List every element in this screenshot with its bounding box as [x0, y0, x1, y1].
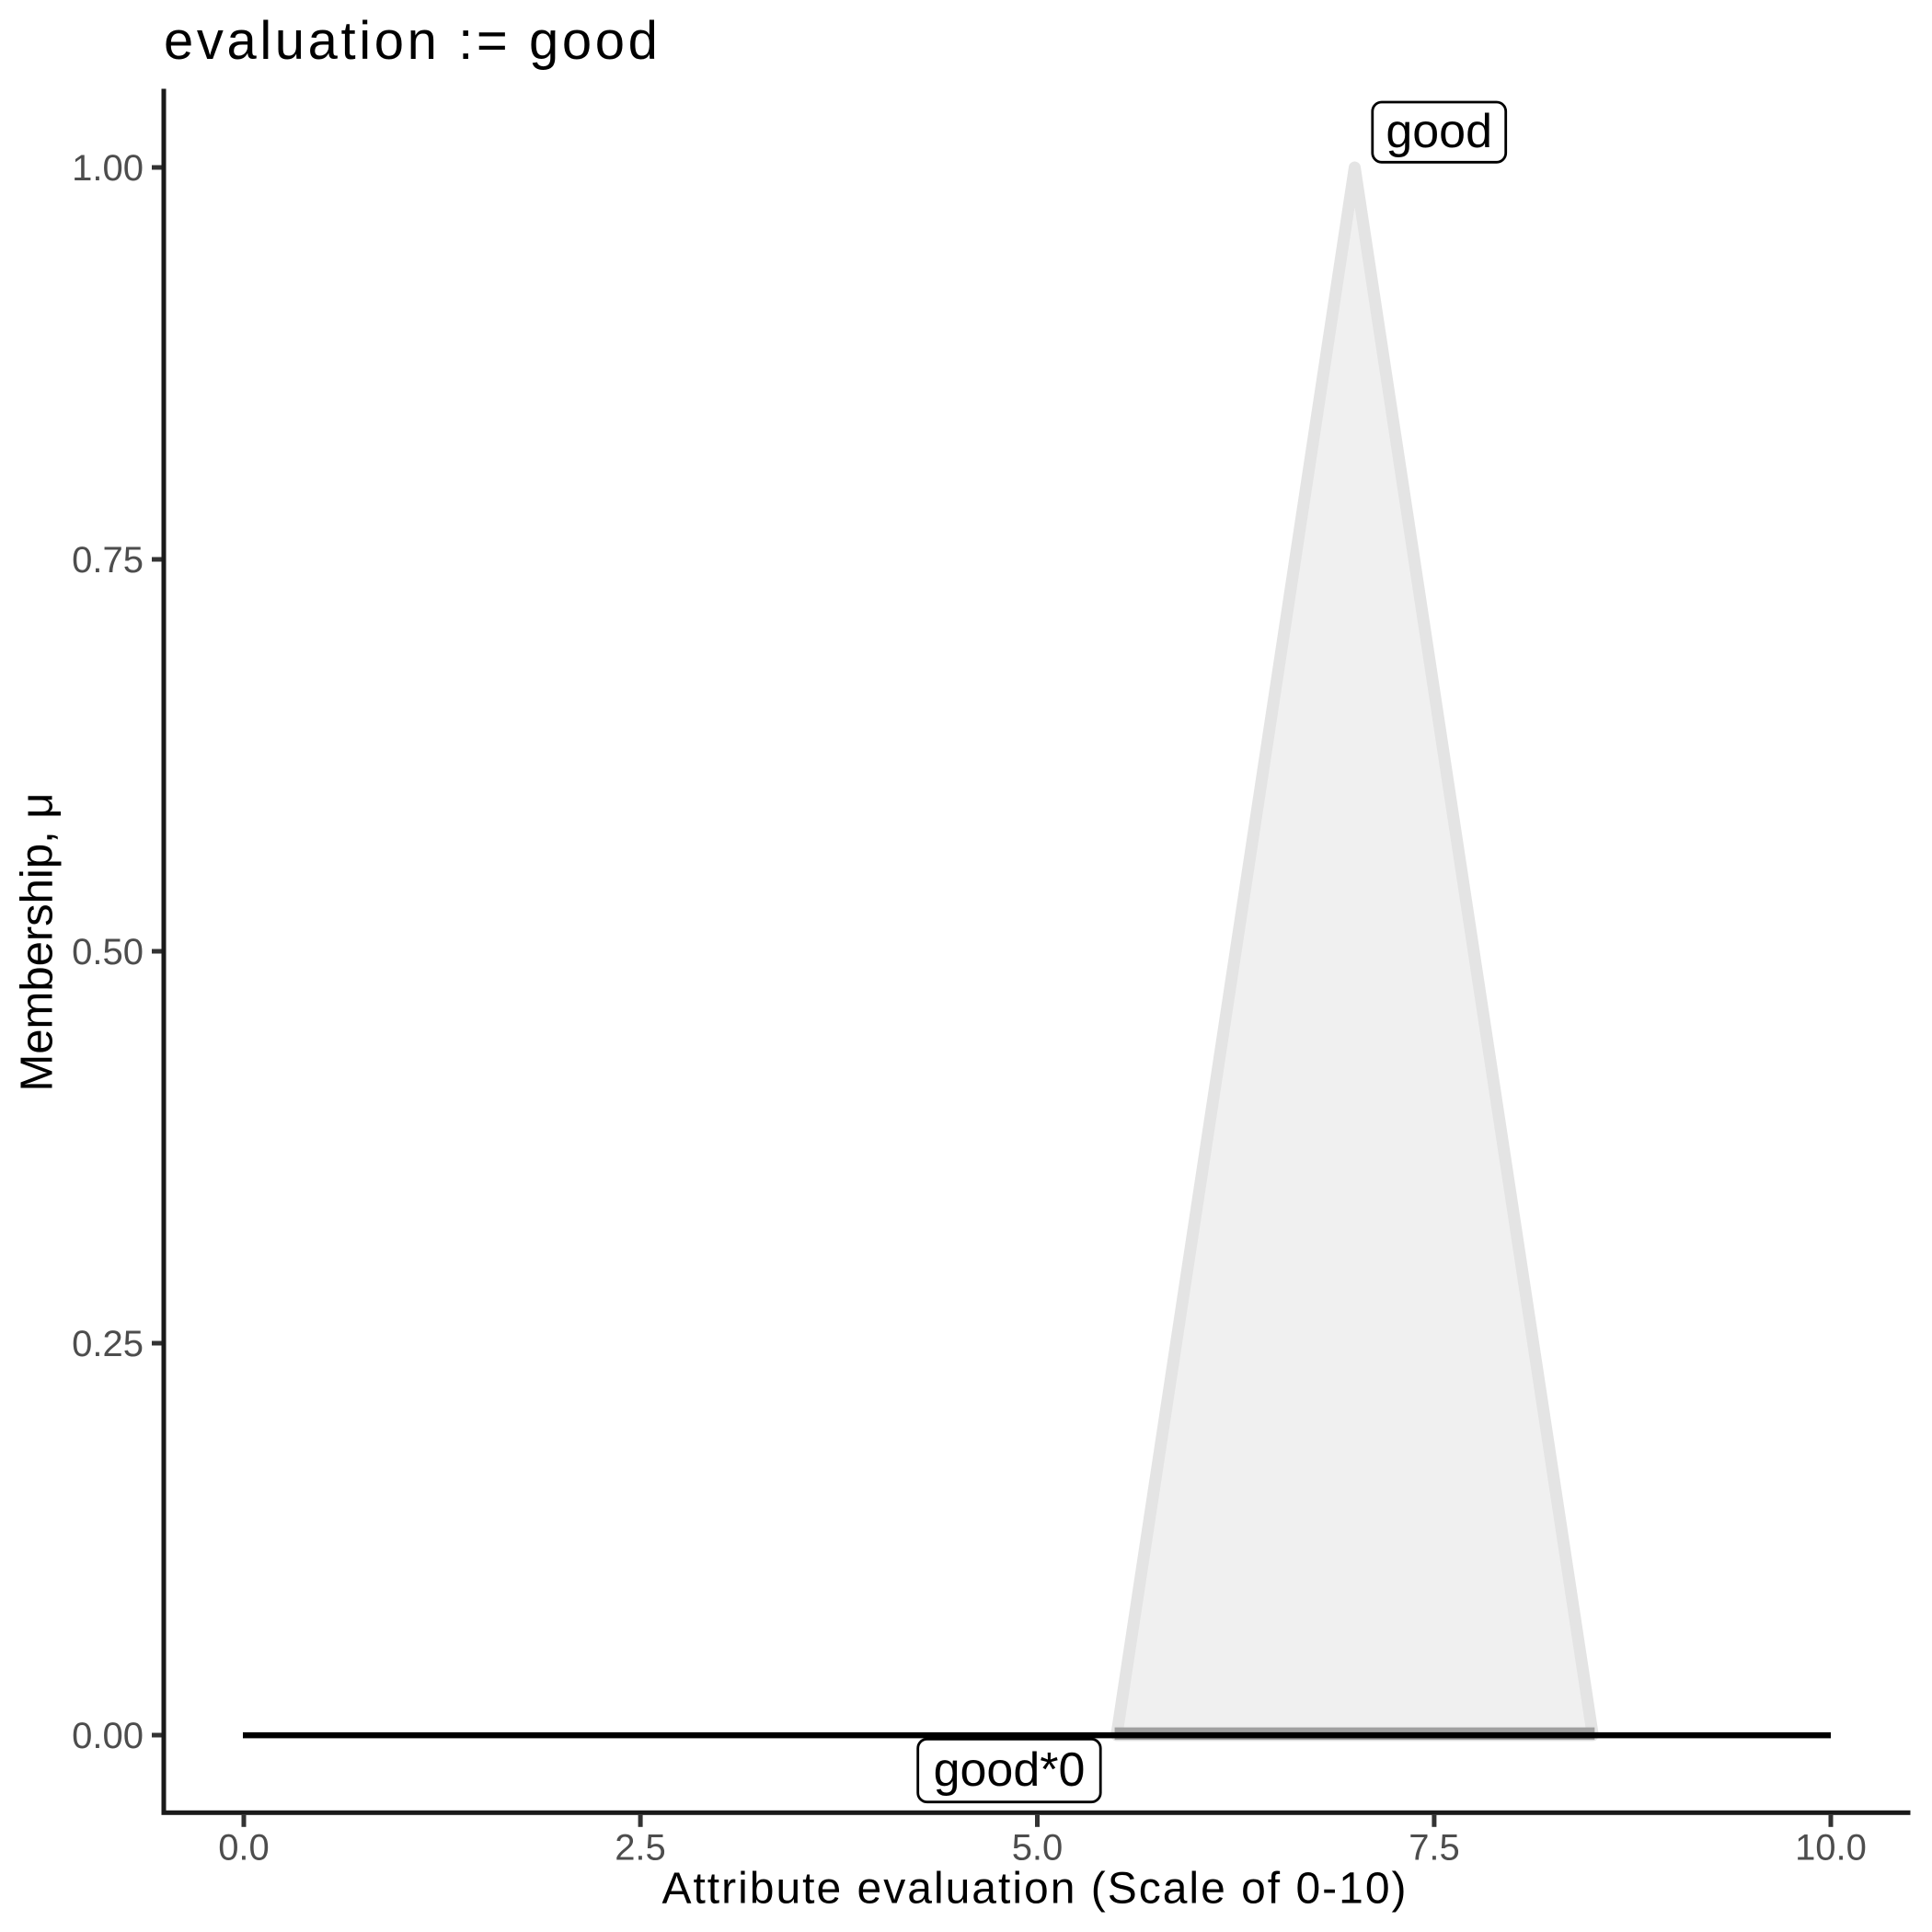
svg-text:0.75: 0.75: [72, 540, 144, 581]
svg-text:5.0: 5.0: [1012, 1828, 1064, 1869]
svg-text:evaluation := good: evaluation := good: [164, 11, 661, 71]
svg-text:0.00: 0.00: [72, 1716, 144, 1756]
svg-text:7.5: 7.5: [1409, 1828, 1460, 1869]
svg-text:0.0: 0.0: [218, 1828, 270, 1869]
svg-text:0.50: 0.50: [72, 932, 144, 972]
svg-text:10.0: 10.0: [1795, 1828, 1867, 1869]
svg-text:Attribute evaluation (Scale of: Attribute evaluation (Scale of 0-10): [661, 1865, 1408, 1914]
svg-text:Membership, μ: Membership, μ: [13, 792, 63, 1091]
svg-text:good*0: good*0: [934, 1743, 1086, 1797]
svg-text:2.5: 2.5: [615, 1828, 666, 1869]
svg-text:good: good: [1386, 105, 1492, 158]
svg-text:0.25: 0.25: [72, 1324, 144, 1364]
svg-text:1.00: 1.00: [72, 148, 144, 189]
